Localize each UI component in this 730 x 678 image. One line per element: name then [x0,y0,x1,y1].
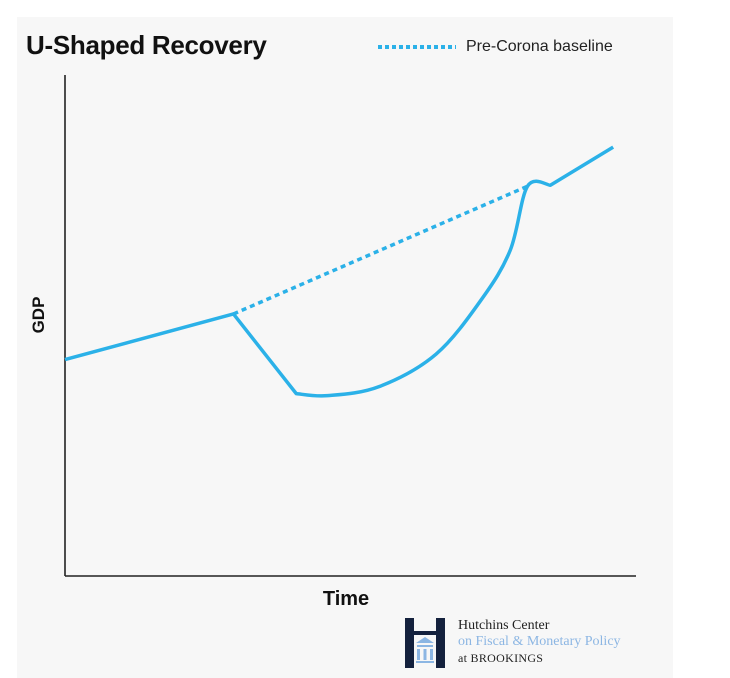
x-axis-label: Time [322,588,370,610]
legend-label: Pre-Corona baseline [466,38,613,55]
brand-line-hutchins: Hutchins Center [458,618,550,633]
brand-line-brookings: at BROOKINGS [458,651,544,665]
y-axis-label: GDP [29,296,48,334]
legend-swatch [378,45,456,49]
hutchins-logo-icon [405,618,445,668]
brand-line-fiscal: on Fiscal & Monetary Policy [458,634,621,649]
brookings-branding: Hutchins Center on Fiscal & Monetary Pol… [403,618,621,668]
gdp-series-line [64,145,615,398]
chart-title: U-Shaped Recovery [26,30,267,60]
chart-panel [17,17,673,678]
legend: Pre-Corona baseline [378,36,613,58]
